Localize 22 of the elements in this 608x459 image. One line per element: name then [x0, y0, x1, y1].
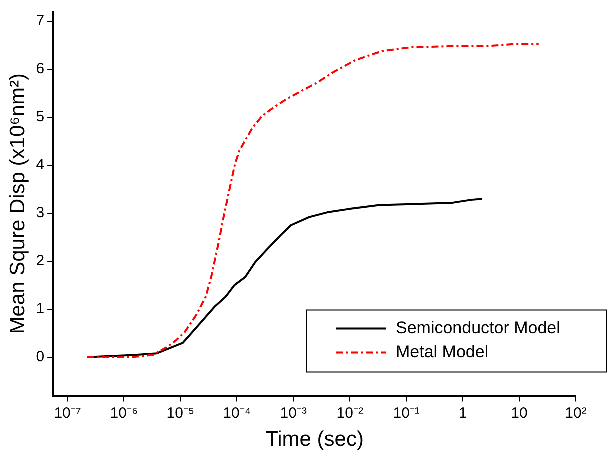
x-tick-label: 10⁻³	[280, 404, 307, 422]
x-tick-label: 10⁻⁴	[223, 404, 252, 422]
x-axis-title: Time (sec)	[266, 428, 364, 452]
y-axis-title: Mean Squre Disp (x10⁶nm²)	[6, 74, 30, 334]
legend-label: Metal Model	[396, 342, 489, 362]
x-tick-label: 10⁻⁷	[54, 404, 82, 422]
x-tick-label: 10	[511, 404, 528, 422]
x-tick-label: 10⁻²	[336, 404, 364, 422]
y-tick-label: 3	[36, 204, 45, 222]
y-tick-label: 4	[36, 156, 45, 174]
x-tick-label: 10⁻⁶	[110, 404, 138, 422]
y-tick-label: 5	[36, 108, 45, 126]
y-tick-label: 0	[36, 348, 45, 366]
x-tick-label: 10⁻⁵	[166, 404, 195, 422]
y-tick-label: 1	[36, 300, 45, 318]
y-tick-label: 6	[36, 60, 45, 78]
y-tick-label: 2	[36, 252, 45, 270]
x-tick-label: 10²	[565, 404, 587, 422]
legend-label: Semiconductor Model	[396, 318, 560, 338]
y-tick-label: 7	[36, 12, 45, 30]
x-tick-label: 10⁻¹	[393, 404, 420, 422]
x-tick-label: 1	[458, 404, 468, 422]
